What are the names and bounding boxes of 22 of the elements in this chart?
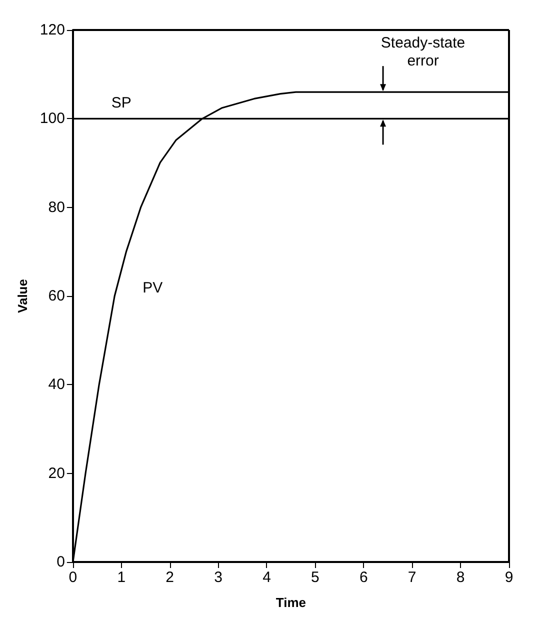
x-tick-label: 6 [359, 569, 368, 586]
y-tick-label: 60 [48, 288, 65, 304]
annotation: SP [111, 94, 132, 112]
y-tick-label: 0 [56, 554, 65, 570]
x-tick-label: 7 [408, 569, 416, 586]
x-tick-label: 3 [214, 569, 222, 586]
x-tick-label: 8 [456, 569, 465, 586]
annotation: Steady-state error [380, 34, 466, 70]
x-axis-title: Time [276, 595, 306, 610]
annotation: PV [142, 280, 163, 296]
y-tick-label: 100 [40, 110, 65, 128]
x-tick-label: 0 [68, 569, 78, 586]
y-axis-title: Value [15, 279, 30, 313]
x-tick-label: 9 [504, 569, 514, 586]
x-tick-label: 4 [262, 569, 271, 586]
y-tick-label: 120 [40, 22, 65, 38]
x-tick-label: 5 [311, 569, 320, 586]
y-tick-label: 40 [48, 376, 65, 394]
y-tick-label: 80 [48, 198, 65, 216]
y-tick-label: 20 [48, 464, 65, 482]
x-tick-label: 1 [117, 569, 126, 586]
x-tick-label: 2 [166, 569, 174, 586]
